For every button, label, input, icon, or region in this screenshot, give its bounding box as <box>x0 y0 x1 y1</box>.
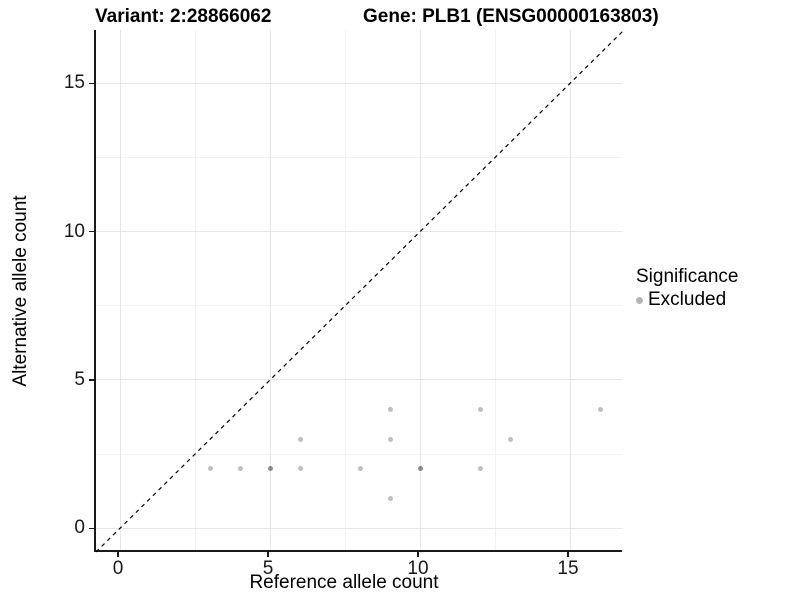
data-point <box>387 496 393 502</box>
y-gridline-major <box>96 379 622 381</box>
data-point <box>387 436 393 442</box>
x-gridline-major <box>419 30 421 550</box>
legend-item-excluded: Excluded <box>636 289 738 311</box>
data-point <box>297 466 303 472</box>
data-point <box>387 407 393 413</box>
y-gridline-major <box>96 82 622 84</box>
identity-line-layer <box>95 29 625 553</box>
x-gridline-minor <box>494 30 496 550</box>
x-tick-mark <box>417 552 419 557</box>
x-gridline-minor <box>194 30 196 550</box>
x-tick-label: 5 <box>262 558 274 579</box>
data-point <box>417 466 423 472</box>
y-tick-label: 0 <box>74 517 85 539</box>
x-axis-title: Reference allele count <box>249 572 439 593</box>
y-tick-mark <box>89 230 94 233</box>
plot-title-gene: Gene: PLB1 (ENSG00000163803) <box>363 6 659 27</box>
plot-panel <box>94 29 625 553</box>
y-gridline-minor <box>96 305 622 307</box>
legend: Significance Excluded <box>636 266 738 311</box>
x-gridline-major <box>119 30 121 550</box>
y-gridline-minor <box>96 157 622 159</box>
x-tick-label: 15 <box>557 558 579 579</box>
x-gridline-major <box>569 30 571 550</box>
y-tick-mark <box>89 82 94 85</box>
data-point <box>477 466 483 472</box>
x-tick-label: 0 <box>112 558 124 579</box>
legend-point-icon <box>636 296 643 304</box>
data-point <box>267 466 273 472</box>
x-tick-mark <box>567 552 569 557</box>
data-point <box>207 466 213 472</box>
x-gridline-minor <box>344 30 346 550</box>
x-tick-label: 10 <box>407 558 429 579</box>
y-gridline-minor <box>96 453 622 455</box>
y-gridline-major <box>96 527 622 529</box>
data-point <box>237 466 243 472</box>
data-point <box>477 407 483 413</box>
y-tick-label: 10 <box>63 220 85 242</box>
plot-title-variant: Variant: 2:28866062 <box>95 6 272 27</box>
x-tick-mark <box>267 552 269 557</box>
legend-title: Significance <box>636 266 739 287</box>
data-point <box>417 466 423 472</box>
y-axis-title: Alternative allele count <box>10 195 31 387</box>
data-point <box>297 436 303 442</box>
legend-item-label: Excluded <box>648 289 727 310</box>
identity-line <box>95 29 625 553</box>
y-gridline-major <box>96 231 622 233</box>
y-tick-mark <box>89 527 94 530</box>
data-point <box>357 466 363 472</box>
data-point <box>267 466 273 472</box>
data-point <box>507 436 513 442</box>
y-tick-mark <box>89 379 94 381</box>
y-tick-label: 15 <box>63 72 85 94</box>
x-tick-mark <box>117 552 119 557</box>
data-point <box>597 407 603 413</box>
y-tick-label: 5 <box>74 368 85 390</box>
x-gridline-major <box>269 30 271 550</box>
